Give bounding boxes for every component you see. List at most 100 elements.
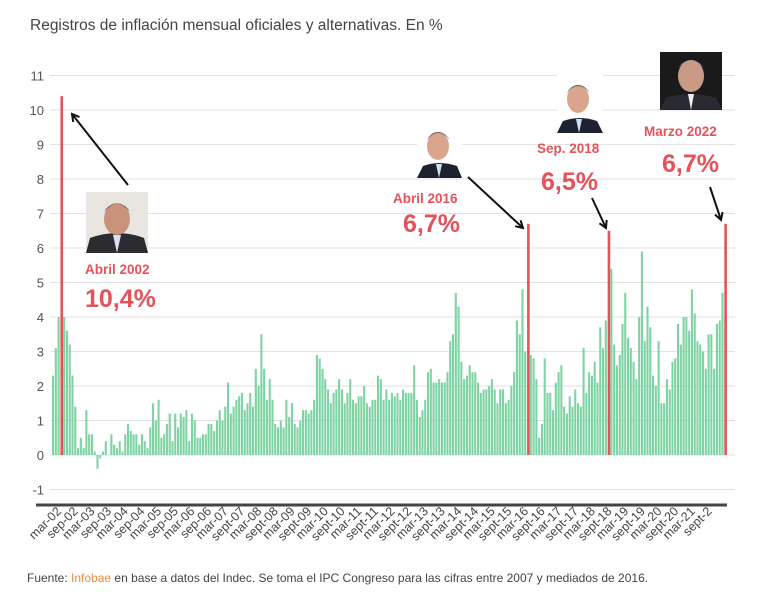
y-tick-label: 3 bbox=[37, 345, 44, 360]
bar bbox=[285, 399, 288, 455]
bar bbox=[546, 392, 549, 455]
bar bbox=[332, 392, 335, 455]
bar bbox=[79, 437, 82, 455]
bar bbox=[271, 399, 274, 455]
bar bbox=[232, 406, 235, 455]
bar bbox=[632, 361, 635, 455]
bar bbox=[702, 351, 705, 455]
bar bbox=[665, 379, 668, 455]
bar bbox=[477, 382, 480, 455]
bar bbox=[218, 410, 221, 455]
highlighted-bar bbox=[527, 223, 530, 455]
bar bbox=[468, 365, 471, 455]
bar bbox=[568, 396, 571, 455]
bar bbox=[207, 423, 210, 455]
bar bbox=[357, 396, 360, 455]
y-axis-ticks: -1 0 1 2 3 4 5 6 7 8 9 10 11 bbox=[30, 69, 44, 498]
bar bbox=[599, 327, 602, 455]
bar bbox=[410, 392, 413, 455]
chart-title: Registros de inflación mensual oficiales… bbox=[30, 17, 443, 34]
bar bbox=[93, 451, 96, 455]
bar bbox=[202, 434, 205, 455]
bar bbox=[499, 389, 502, 455]
bar bbox=[496, 403, 499, 455]
bar bbox=[613, 344, 616, 455]
bar bbox=[449, 341, 452, 455]
bar bbox=[510, 386, 513, 455]
bar bbox=[185, 410, 188, 455]
bar bbox=[515, 320, 518, 455]
bar bbox=[443, 382, 446, 455]
bar bbox=[382, 399, 385, 455]
bar bbox=[652, 375, 655, 455]
annotation-value-2018: 6,5% bbox=[541, 168, 598, 196]
annotation-date-2022: Marzo 2022 bbox=[644, 124, 717, 139]
bar bbox=[90, 434, 93, 455]
bar bbox=[679, 344, 682, 455]
bar bbox=[532, 358, 535, 455]
bar bbox=[407, 392, 410, 455]
bar bbox=[129, 430, 132, 455]
bar bbox=[329, 403, 332, 455]
bar bbox=[365, 403, 368, 455]
bar bbox=[240, 392, 243, 455]
bar bbox=[560, 365, 563, 455]
bar bbox=[110, 434, 113, 455]
bar bbox=[493, 389, 496, 455]
y-tick-label: -1 bbox=[32, 483, 44, 498]
bar bbox=[340, 389, 343, 455]
bar bbox=[243, 410, 246, 455]
annotation-value-2016: 6,7% bbox=[403, 210, 460, 238]
bar bbox=[279, 420, 282, 455]
bar bbox=[696, 341, 699, 455]
bar bbox=[663, 403, 666, 455]
bar bbox=[638, 317, 641, 455]
bar bbox=[715, 323, 718, 455]
bar bbox=[593, 361, 596, 455]
portrait-photo-2002 bbox=[86, 192, 148, 253]
bar bbox=[452, 334, 455, 455]
bar bbox=[485, 389, 488, 455]
bar bbox=[96, 455, 99, 469]
bar bbox=[502, 389, 505, 455]
bar bbox=[610, 268, 613, 455]
source-link[interactable]: Infobae bbox=[71, 571, 112, 585]
portrait-photo-2016 bbox=[417, 122, 462, 178]
bar bbox=[124, 434, 127, 455]
bar bbox=[199, 437, 202, 455]
y-tick-label: 8 bbox=[37, 172, 44, 187]
bar bbox=[154, 420, 157, 455]
bar bbox=[338, 379, 341, 455]
bar bbox=[215, 420, 218, 455]
bar bbox=[438, 379, 441, 455]
portrait-photo-2018 bbox=[557, 75, 603, 133]
annotation-date-2016: Abril 2016 bbox=[393, 191, 458, 206]
bar bbox=[171, 441, 174, 455]
bar bbox=[682, 317, 685, 455]
bar bbox=[424, 399, 427, 455]
bar bbox=[402, 389, 405, 455]
bar bbox=[674, 358, 677, 455]
bar bbox=[618, 354, 621, 455]
bar bbox=[529, 354, 532, 455]
bar bbox=[121, 451, 124, 455]
bar bbox=[157, 399, 160, 455]
bar bbox=[688, 330, 691, 455]
bar bbox=[432, 382, 435, 455]
bar bbox=[585, 392, 588, 455]
highlighted-bar bbox=[724, 223, 727, 455]
bar bbox=[354, 403, 357, 455]
arrow-2022 bbox=[709, 186, 721, 220]
bar bbox=[579, 406, 582, 455]
bar bbox=[349, 379, 352, 455]
bar bbox=[640, 251, 643, 455]
bar bbox=[115, 448, 118, 455]
annotation-date-2018: Sep. 2018 bbox=[537, 141, 600, 156]
bar bbox=[85, 410, 88, 455]
bar bbox=[557, 372, 560, 455]
bar bbox=[421, 410, 424, 455]
highlighted-bar bbox=[60, 96, 64, 455]
bar bbox=[668, 389, 671, 455]
bar bbox=[385, 389, 388, 455]
bar bbox=[168, 413, 171, 455]
